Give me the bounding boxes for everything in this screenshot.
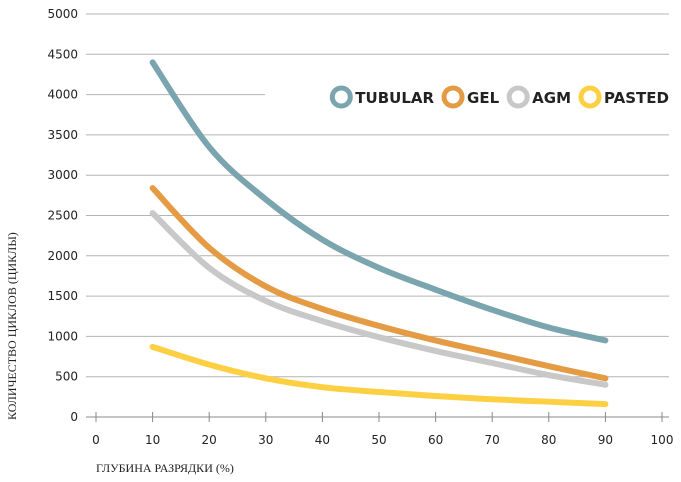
x-tick-label: 20	[202, 433, 217, 447]
legend-label-agm: AGM	[532, 89, 571, 107]
series-line-agm	[149, 210, 609, 388]
y-tick-label: 4500	[47, 47, 78, 61]
y-tick-label: 3500	[47, 128, 78, 142]
y-tick-label: 5000	[47, 7, 78, 21]
x-tick-label: 10	[145, 433, 160, 447]
legend-label-gel: GEL	[467, 89, 500, 107]
legend: PASTED AGM GEL TUBULAR	[265, 75, 675, 119]
series-line-tubular	[149, 59, 609, 344]
y-tick-label: 1000	[47, 329, 78, 343]
x-tick-label: 60	[428, 433, 443, 447]
x-tick-label: 50	[371, 433, 386, 447]
y-tick-label: 2500	[47, 209, 78, 223]
series-line-gel	[149, 185, 609, 382]
legend-label-tubular: TUBULAR	[355, 89, 434, 107]
y-tick-label: 500	[55, 370, 78, 384]
y-tick-label: 1500	[47, 289, 78, 303]
series-line-pasted	[149, 343, 609, 408]
x-tick-label: 100	[651, 433, 674, 447]
x-tick-label: 0	[92, 433, 100, 447]
grid	[86, 13, 669, 378]
x-tick-label: 90	[598, 433, 613, 447]
y-axis-label: КОЛИЧЕСТВО ЦИКЛОВ (ЦИКЛЫ)	[5, 232, 19, 420]
y-axis: 0 500 1000 1500 2000 2500 3000 3500 4000 4500 5000	[47, 7, 78, 424]
x-tick-label: 30	[258, 433, 273, 447]
legend-ring-icon	[578, 85, 602, 109]
x-axis-label: ГЛУБИНА РАЗРЯДКИ (%)	[96, 461, 234, 475]
legend-ring-icon	[506, 85, 530, 109]
legend-ring-icon	[329, 85, 353, 109]
y-tick-label: 2000	[47, 249, 78, 263]
y-tick-label: 4000	[47, 88, 78, 102]
y-tick-label: 0	[70, 410, 78, 424]
legend-ring-icon	[441, 85, 465, 109]
x-tick-label: 80	[541, 433, 556, 447]
series-layer	[149, 59, 609, 408]
legend-label-pasted: PASTED	[604, 89, 669, 107]
x-axis: 0 10 20 30 40 50 60 70 80 90 100	[86, 412, 673, 447]
x-tick-label: 40	[315, 433, 330, 447]
y-tick-label: 3000	[47, 168, 78, 182]
x-tick-label: 70	[485, 433, 500, 447]
